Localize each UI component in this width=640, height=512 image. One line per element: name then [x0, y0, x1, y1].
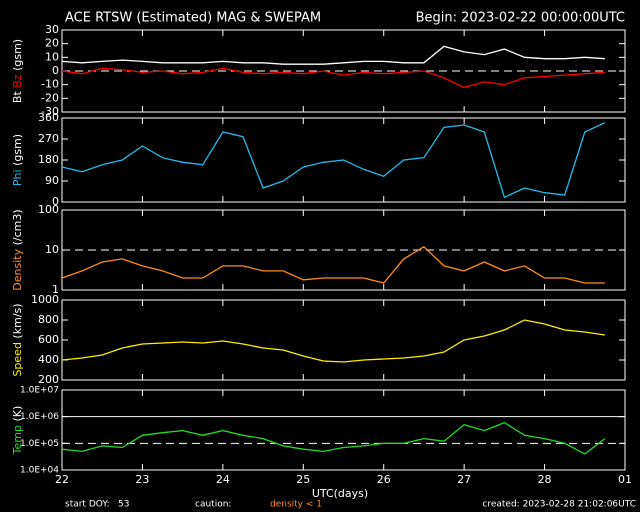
caution-label: caution: — [195, 500, 231, 510]
y-unit: (gsm) — [11, 134, 24, 166]
y-tick-label: 90 — [45, 174, 59, 187]
start-doy: 53 — [118, 500, 129, 510]
y-axis-label: Density (/cm3) — [11, 209, 24, 290]
y-axis-label: Phi (gsm) — [11, 134, 24, 186]
y-tick-label: 270 — [38, 132, 59, 145]
y-unit: (/cm3) — [11, 209, 24, 245]
y-tick-label: 360 — [38, 111, 59, 124]
legend-entry: Bt — [11, 91, 24, 104]
y-axis-label: Speed (km/s) — [11, 303, 24, 376]
y-tick-label: 100 — [38, 203, 59, 216]
y-tick-label: 1 — [52, 283, 59, 296]
y-tick-label: 1.0E+07 — [20, 386, 59, 396]
y-tick-label: 10 — [45, 243, 59, 256]
x-tick-label: 25 — [296, 473, 310, 486]
y-unit: (gsm) — [11, 39, 24, 71]
panel-frame — [61, 389, 626, 471]
data-line — [61, 67, 605, 89]
y-tick-label: 1.0E+04 — [20, 466, 59, 476]
y-tick-label: 20 — [45, 37, 59, 50]
y-tick-label: 400 — [38, 353, 59, 366]
legend-entry: Phi — [11, 169, 24, 186]
start-label: start DOY: — [65, 500, 110, 510]
x-tick-label: 27 — [457, 473, 471, 486]
y-tick-label: 800 — [38, 313, 59, 326]
y-axis-label: Temp (K) — [11, 406, 24, 456]
x-tick-label: 01 — [618, 473, 632, 486]
data-line — [61, 245, 605, 284]
y-tick-label: -20 — [41, 91, 59, 104]
data-line — [61, 122, 606, 199]
legend-entry: Density — [11, 248, 24, 290]
legend-entry: Temp — [11, 425, 24, 455]
panel-frame — [61, 299, 626, 381]
y-tick-label: -10 — [41, 78, 59, 91]
legend-entry: Speed — [11, 342, 24, 376]
y-tick-label: 10 — [45, 50, 59, 63]
y-tick-label: 1000 — [31, 293, 59, 306]
legend-entry: Bz — [11, 74, 24, 88]
y-tick-label: 1.0E+05 — [20, 439, 59, 449]
x-tick-label: 22 — [55, 473, 69, 486]
caution-note: density < 1 — [270, 500, 322, 510]
y-tick-label: 0 — [52, 64, 59, 77]
y-tick-label: 200 — [38, 373, 59, 386]
y-unit: (K) — [11, 406, 24, 422]
y-tick-label: -30 — [41, 105, 59, 118]
created-time: created: 2023-02-28 21:02:06UTC — [482, 500, 636, 510]
y-tick-label: 0 — [52, 195, 59, 208]
x-tick-label: 26 — [377, 473, 391, 486]
y-axis-label: Bt Bz (gsm) — [11, 39, 24, 103]
x-tick-label: 24 — [216, 473, 230, 486]
x-tick-label: 23 — [135, 473, 149, 486]
y-tick-label: 1.0E+06 — [20, 412, 59, 422]
x-tick-label: 28 — [538, 473, 552, 486]
begin-time: Begin: 2023-02-22 00:00:00UTC — [416, 11, 625, 26]
y-tick-label: 30 — [45, 23, 59, 36]
y-tick-label: 600 — [38, 333, 59, 346]
x-axis-label: UTC(days) — [312, 487, 368, 500]
chart-title: ACE RTSW (Estimated) MAG & SWEPAM — [65, 11, 321, 26]
y-tick-label: 180 — [38, 153, 59, 166]
data-line — [61, 421, 606, 455]
y-unit: (km/s) — [11, 303, 24, 338]
data-line — [61, 319, 605, 363]
data-line — [61, 45, 605, 65]
